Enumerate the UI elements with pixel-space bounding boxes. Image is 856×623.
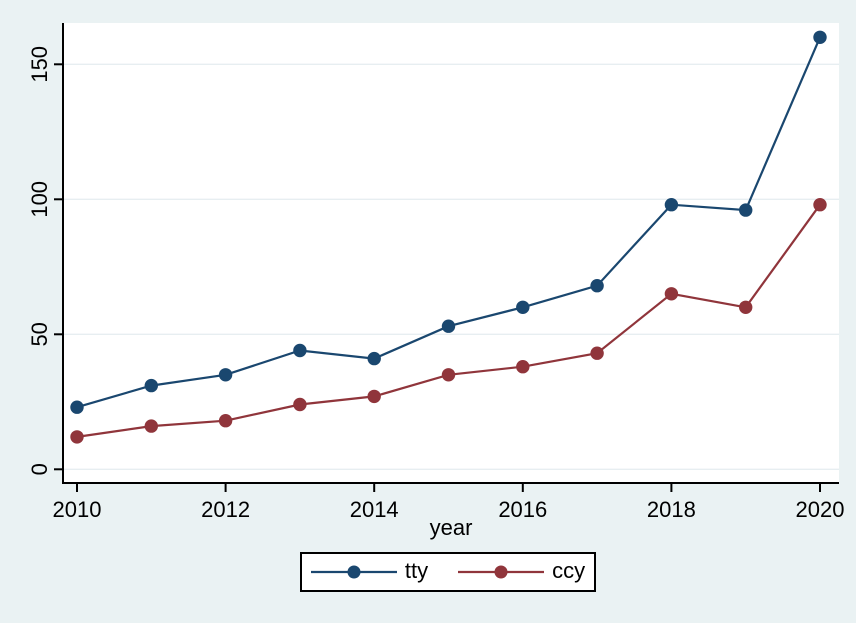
data-point-ccy-2017[interactable]	[590, 346, 604, 360]
data-point-tty-2013[interactable]	[293, 343, 307, 358]
data-point-ccy-2012[interactable]	[218, 414, 233, 428]
data-point-tty-2018[interactable]	[664, 198, 679, 212]
x-tick-label-2018: 2018	[647, 497, 696, 522]
data-point-ccy-2014[interactable]	[367, 389, 381, 404]
legend-label-tty: tty	[404, 558, 429, 583]
data-point-ccy-2018[interactable]	[664, 287, 679, 301]
y-tick-label-100: 100	[27, 181, 52, 218]
data-point-tty-2020[interactable]	[813, 30, 827, 44]
y-tick-label-150: 150	[27, 46, 52, 83]
legend-label-ccy: ccy	[552, 558, 586, 583]
data-point-ccy-2013[interactable]	[293, 397, 307, 412]
x-tick-label-2016: 2016	[498, 497, 547, 522]
ccy-line-marker-swatch	[458, 565, 545, 579]
data-point-tty-2011[interactable]	[144, 378, 158, 393]
legend-entry-tty[interactable]: tty	[310, 558, 429, 584]
legend: tty ccy	[300, 552, 596, 592]
y-tick-label-0: 0	[27, 463, 52, 475]
data-point-ccy-2011[interactable]	[144, 419, 158, 433]
data-point-ccy-2020[interactable]	[813, 198, 827, 212]
ccy-swatch-dot	[494, 565, 508, 579]
x-tick-label-2020: 2020	[796, 497, 845, 522]
x-axis-title: year	[430, 515, 473, 540]
data-point-ccy-2019[interactable]	[739, 300, 753, 314]
data-point-tty-2012[interactable]	[218, 368, 233, 382]
data-point-ccy-2016[interactable]	[516, 360, 530, 374]
data-point-tty-2016[interactable]	[516, 300, 530, 314]
data-point-tty-2019[interactable]	[739, 203, 753, 217]
data-point-tty-2014[interactable]	[367, 351, 381, 366]
data-point-ccy-2010[interactable]	[70, 430, 84, 444]
data-point-ccy-2015[interactable]	[441, 368, 456, 382]
tty-swatch-dot	[347, 565, 361, 579]
data-point-tty-2017[interactable]	[590, 279, 604, 293]
y-tick-label-50: 50	[27, 322, 52, 346]
data-point-tty-2015[interactable]	[441, 319, 456, 333]
legend-entry-ccy[interactable]: ccy	[458, 560, 585, 584]
x-tick-label-2014: 2014	[350, 497, 399, 522]
x-tick-label-2012: 2012	[201, 497, 250, 522]
data-point-tty-2010[interactable]	[70, 400, 84, 414]
plot-background	[63, 23, 839, 483]
x-tick-label-2010: 2010	[53, 497, 102, 522]
tty-line-marker-swatch	[310, 565, 397, 579]
